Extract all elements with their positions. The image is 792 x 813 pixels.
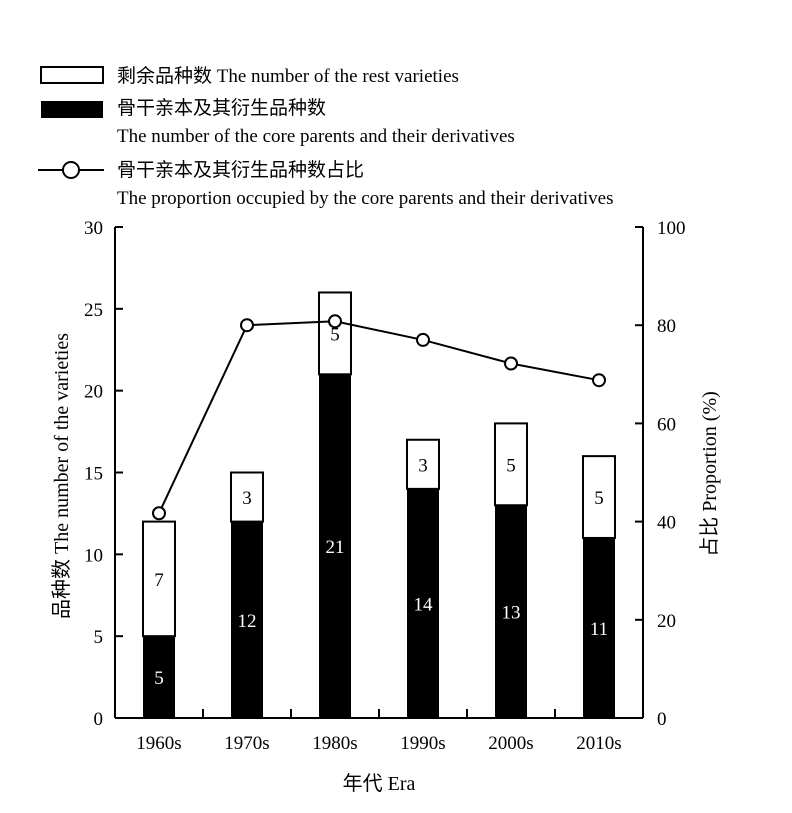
left-tick-label: 0 xyxy=(94,709,104,730)
right-tick-label: 40 xyxy=(657,513,676,534)
x-tick-label: 1980s xyxy=(312,733,357,754)
bar-core-value-label: 14 xyxy=(414,594,434,615)
legend-label-core-en: The number of the core parents and their… xyxy=(117,126,515,147)
bar-core xyxy=(231,521,263,718)
bar-rest-value-label: 5 xyxy=(330,324,340,345)
x-axis-ticks: 1960s 1970s 1980s 1990s 2000s 2010s xyxy=(136,709,622,754)
bar-core xyxy=(583,537,615,718)
proportion-point xyxy=(504,356,518,371)
bar-rest-value-label: 7 xyxy=(154,570,164,591)
y-axis-title-right: 占比 Proportion (%) xyxy=(698,391,721,557)
left-tick-label: 20 xyxy=(84,382,103,403)
legend-swatch-core xyxy=(41,101,103,118)
bar-rest-value-label: 3 xyxy=(418,455,428,476)
bar-core-value-label: 11 xyxy=(590,619,608,640)
legend-label-prop-zh: 骨干亲本及其衍生品种数占比 xyxy=(117,159,364,181)
bar-rest-value-label: 5 xyxy=(506,455,516,476)
right-tick-label: 60 xyxy=(657,414,676,435)
legend-swatch-marker xyxy=(62,161,80,179)
legend-label-core-zh: 骨干亲本及其衍生品种数 xyxy=(117,97,326,119)
bar-rest xyxy=(582,455,616,539)
proportion-point xyxy=(152,506,166,521)
bar-rest xyxy=(230,471,264,523)
proportion-point xyxy=(592,373,606,388)
left-tick-label: 25 xyxy=(84,300,103,321)
legend-label-prop-en: The proportion occupied by the core pare… xyxy=(117,188,613,209)
x-tick-label: 2010s xyxy=(576,733,621,754)
legend: 剩余品种数 The number of the rest varieties 骨… xyxy=(38,65,613,209)
bar-rest xyxy=(318,291,352,376)
left-tick-label: 10 xyxy=(84,545,103,566)
left-axis-ticks: 0 5 10 15 20 25 30 xyxy=(84,218,123,730)
bar-rest xyxy=(142,520,176,638)
bars: 5 7 12 3 21 5 14 3 13 5 11 5 xyxy=(142,291,616,718)
x-tick-label: 1990s xyxy=(400,733,445,754)
right-tick-label: 0 xyxy=(657,709,667,730)
proportion-point xyxy=(240,318,254,333)
bar-core xyxy=(407,488,439,718)
left-tick-label: 5 xyxy=(94,627,104,648)
proportion-line-series xyxy=(152,314,606,521)
x-tick-label: 1960s xyxy=(136,733,181,754)
proportion-point xyxy=(328,314,342,329)
bar-rest-value-label: 3 xyxy=(242,488,252,509)
proportion-point xyxy=(416,332,430,347)
bar-core-value-label: 21 xyxy=(326,537,345,558)
bar-core xyxy=(143,636,175,718)
bar-core xyxy=(495,505,527,718)
right-tick-label: 20 xyxy=(657,611,676,632)
x-axis-title: 年代 Era xyxy=(343,772,416,795)
x-tick-label: 2000s xyxy=(488,733,533,754)
right-tick-label: 100 xyxy=(657,218,686,239)
bar-core-value-label: 5 xyxy=(154,668,164,689)
legend-swatch-rest xyxy=(40,66,104,84)
y-axis-title-left: 品种数 The number of the varieties xyxy=(50,333,73,619)
right-axis-ticks: 0 20 40 60 80 100 xyxy=(635,218,686,730)
bar-core-value-label: 12 xyxy=(238,611,257,632)
x-tick-label: 1970s xyxy=(224,733,269,754)
right-tick-label: 80 xyxy=(657,316,676,337)
left-tick-label: 15 xyxy=(84,464,103,485)
proportion-line xyxy=(158,320,600,514)
legend-label-rest: 剩余品种数 The number of the rest varieties xyxy=(117,65,459,87)
bar-core-value-label: 13 xyxy=(502,603,521,624)
left-tick-label: 30 xyxy=(84,218,103,239)
bar-core xyxy=(319,374,351,718)
bar-rest xyxy=(406,438,440,490)
bar-rest xyxy=(494,422,528,507)
bar-rest-value-label: 5 xyxy=(594,488,604,509)
